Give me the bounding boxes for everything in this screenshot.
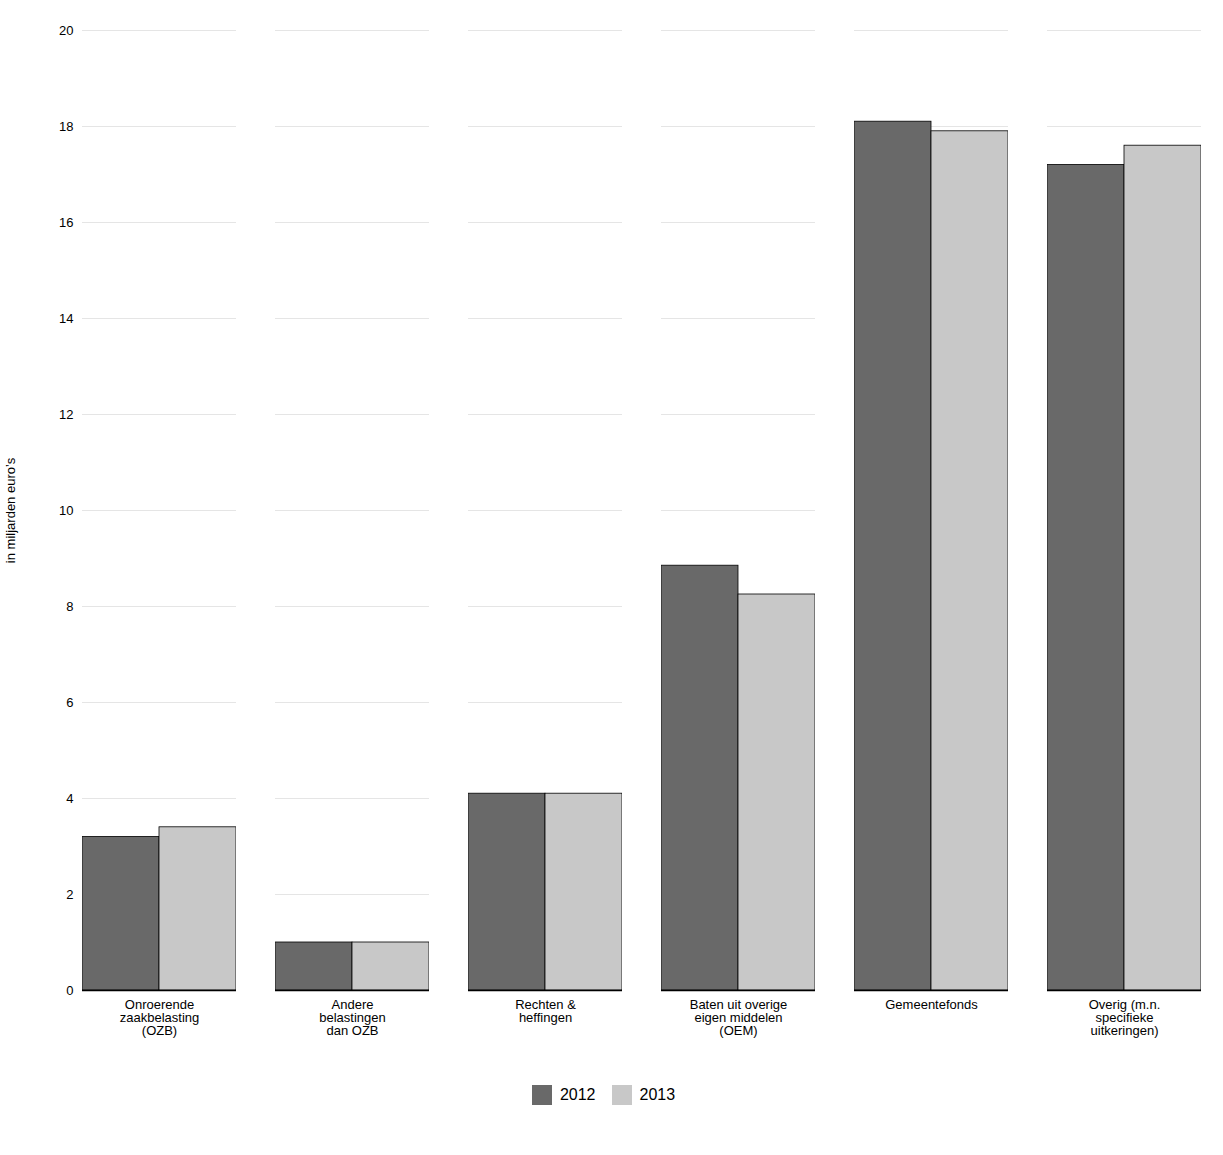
svg-text:20: 20	[59, 23, 73, 38]
svg-text:Onroerendezaakbelasting(OZB): Onroerendezaakbelasting(OZB)	[120, 997, 200, 1038]
svg-text:in miljarden euro’s: in miljarden euro’s	[3, 457, 18, 563]
svg-text:14: 14	[59, 311, 73, 326]
svg-text:2: 2	[66, 887, 73, 902]
html-text:2013: 2013	[639, 1085, 676, 1103]
svg-text:10: 10	[59, 503, 73, 518]
svg-text:Overig (m.n.specifiekeuitkerin: Overig (m.n.specifiekeuitkeringen)	[1089, 997, 1161, 1038]
svg-text:Gemeentefonds: Gemeentefonds	[885, 997, 978, 1012]
svg-text:4: 4	[66, 791, 73, 806]
svg-text:6: 6	[66, 695, 73, 710]
svg-text:16: 16	[59, 215, 73, 230]
svg-text:Baten uit overigeeigen middele: Baten uit overigeeigen middelen(OEM)	[690, 997, 788, 1038]
svg-text:8: 8	[66, 599, 73, 614]
svg-text:18: 18	[59, 119, 73, 134]
html-text:2012: 2012	[559, 1085, 596, 1103]
svg-text:12: 12	[59, 407, 73, 422]
svg-text:Anderebelastingendan OZB: Anderebelastingendan OZB	[319, 997, 386, 1038]
svg-text:0: 0	[66, 983, 73, 998]
svg-text:Rechten &heffingen: Rechten &heffingen	[515, 997, 576, 1025]
